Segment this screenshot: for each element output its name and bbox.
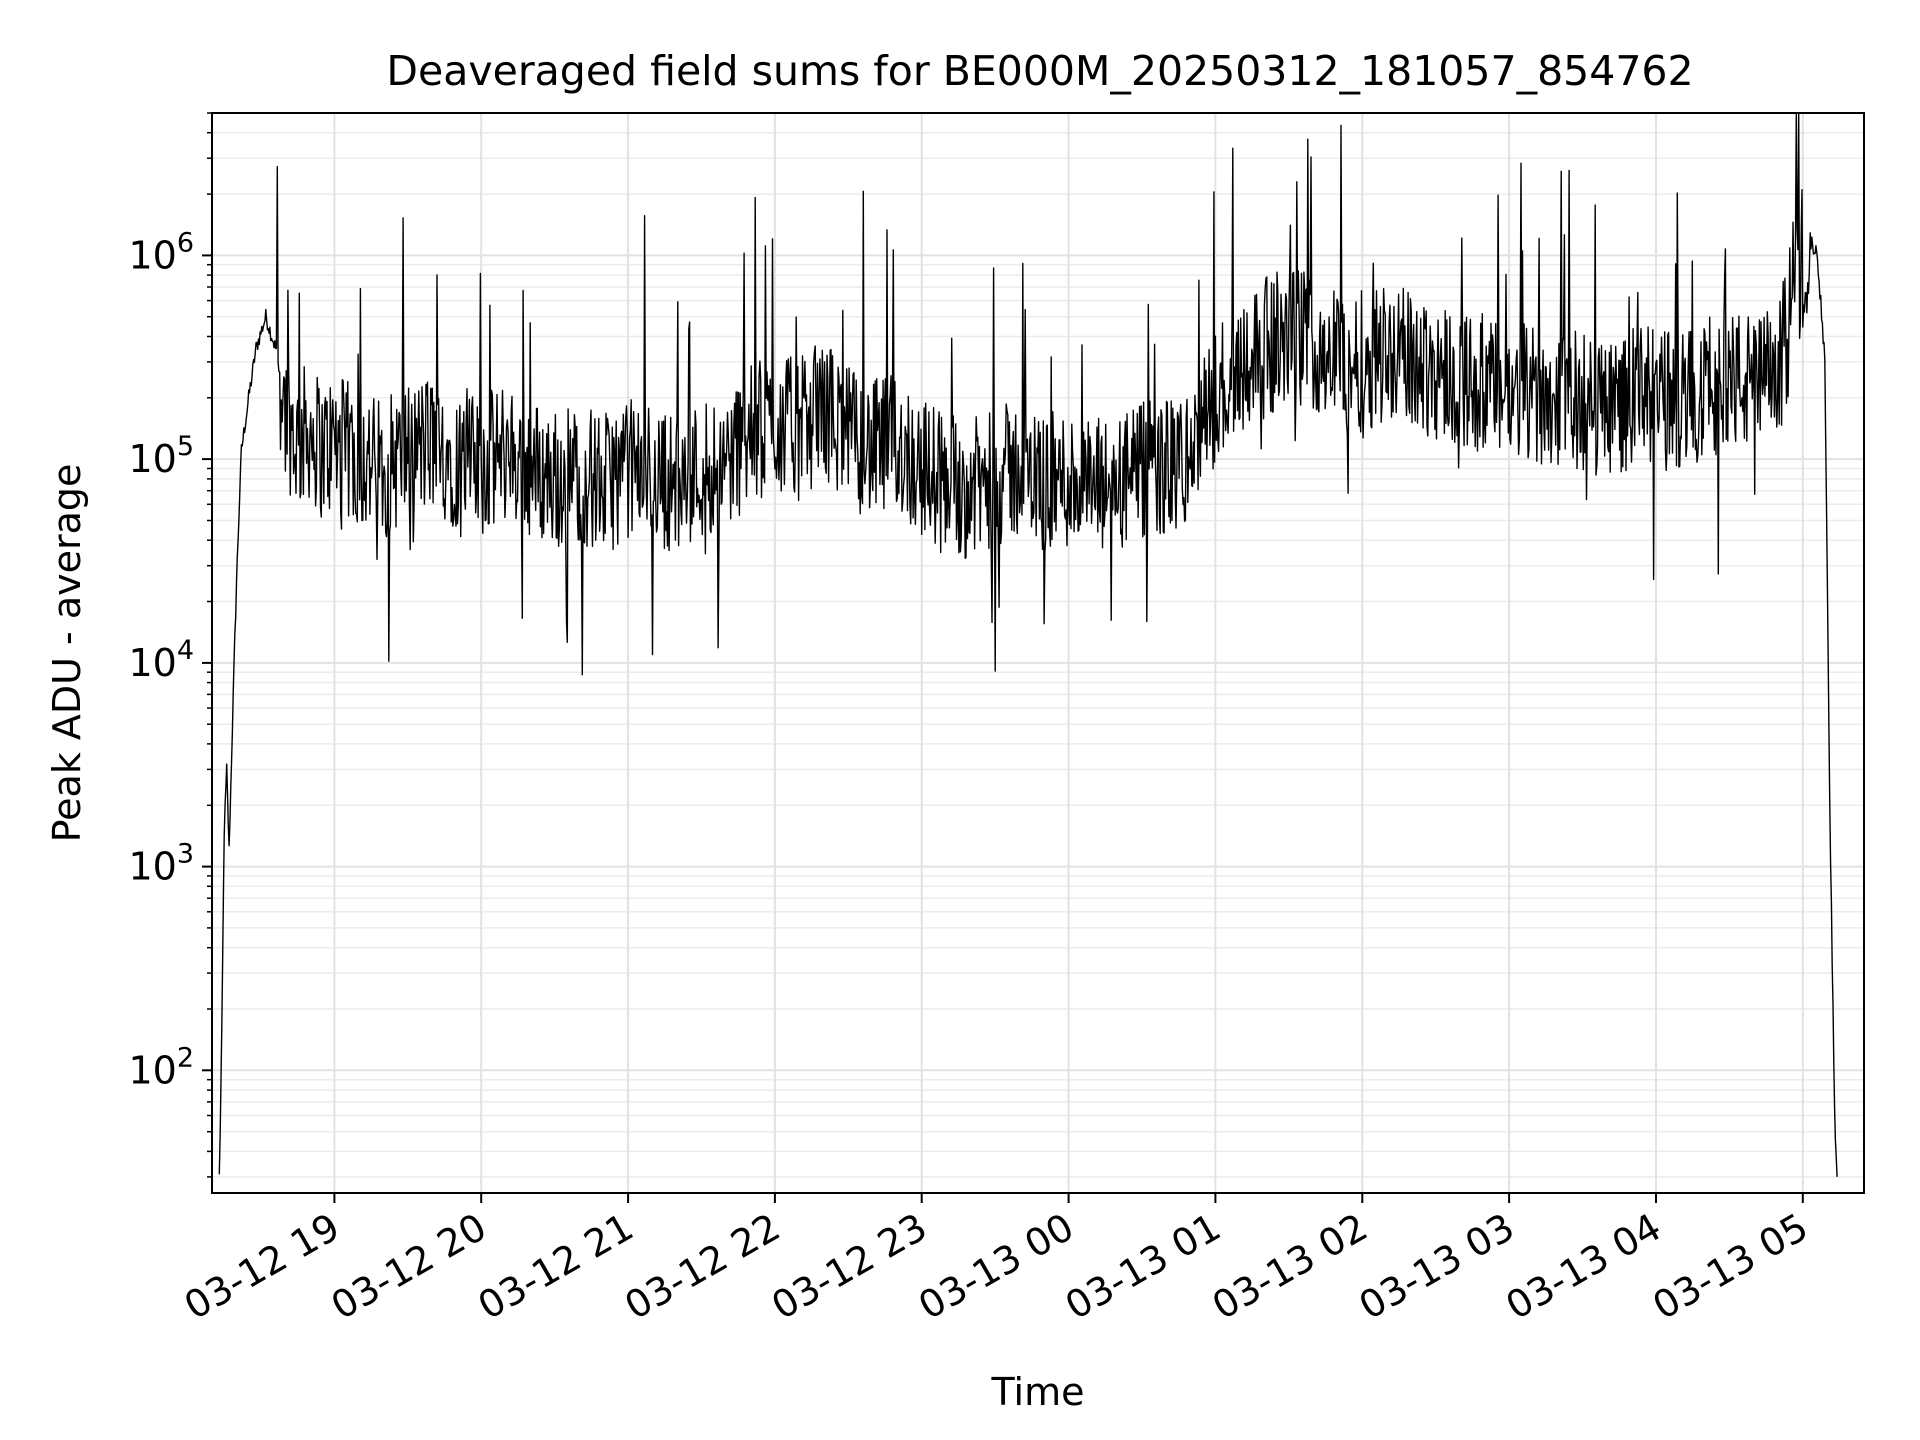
y-tick-label-base: 10: [128, 1048, 176, 1092]
y-tick-label-base: 10: [128, 233, 176, 277]
plot-frame: [211, 112, 1865, 1194]
y-tick-label-exponent: 3: [177, 839, 194, 870]
y-tick-label-exponent: 4: [177, 635, 194, 666]
y-tick-label: 105: [128, 431, 194, 481]
y-tick-label: 106: [128, 227, 194, 277]
y-tick-label-exponent: 5: [177, 431, 194, 462]
x-axis-label: Time: [991, 1370, 1085, 1414]
series-line: [218, 112, 1838, 1177]
grid: [212, 112, 1864, 1193]
chart-title: Deaveraged field sums for BE000M_2025031…: [386, 47, 1693, 95]
y-tick-label-exponent: 2: [177, 1042, 194, 1073]
y-tick-label-base: 10: [128, 437, 176, 481]
y-tick-label-exponent: 6: [177, 227, 194, 258]
y-tick-label: 103: [128, 839, 194, 889]
y-tick-label-base: 10: [128, 641, 176, 685]
y-axis-label: Peak ADU - average: [45, 464, 89, 843]
y-tick-label-base: 10: [128, 845, 176, 889]
y-tick-label: 102: [128, 1042, 194, 1092]
series-layer: [218, 112, 1838, 1177]
y-tick-label: 104: [128, 635, 194, 685]
